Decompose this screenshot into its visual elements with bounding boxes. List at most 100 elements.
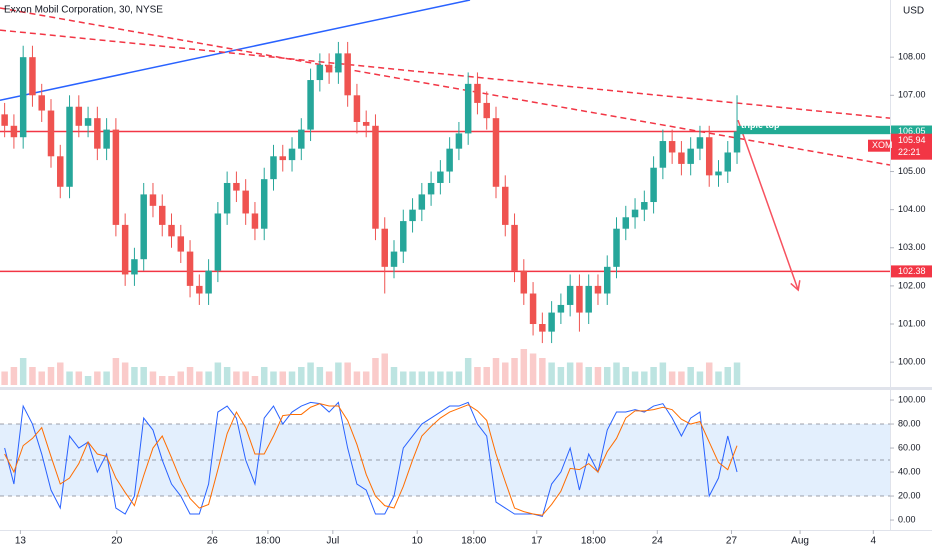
oscillator-line — [4, 401, 738, 518]
volume-bar — [474, 367, 481, 385]
candle-body — [57, 156, 64, 187]
candle-body — [659, 141, 667, 168]
volume-bar — [103, 371, 110, 385]
y-tick-label: 101.00 — [898, 318, 926, 328]
volume-bar — [483, 367, 490, 385]
volume-bar — [186, 367, 194, 385]
volume-bar — [446, 371, 453, 385]
volume-bar — [613, 362, 620, 385]
candle-body — [668, 141, 676, 153]
x-tick-label: 26 — [207, 536, 219, 547]
candle-body — [140, 194, 147, 260]
candle-body — [186, 251, 194, 286]
volume-bar — [75, 371, 83, 385]
volume-bar — [437, 371, 444, 385]
symbol-label: XOM — [872, 140, 893, 150]
volume-bar — [427, 371, 435, 385]
candle-body — [455, 133, 463, 149]
volume-bar — [84, 376, 92, 385]
candle-body — [270, 156, 277, 180]
candle-body — [66, 106, 73, 187]
volume-bar — [705, 362, 713, 385]
candle-body — [427, 182, 435, 195]
volume-bar — [733, 362, 741, 385]
candle-body — [168, 224, 175, 237]
volume-bar — [492, 358, 500, 385]
volume-bar — [177, 371, 185, 385]
price-label: 102.38 — [898, 266, 926, 276]
x-tick-label: 18:00 — [581, 536, 606, 547]
trendline — [0, 0, 471, 101]
candle-body — [548, 312, 555, 332]
candle-body — [307, 80, 314, 130]
candle-body — [29, 57, 36, 96]
volume-bar — [650, 367, 657, 385]
candle-body — [390, 251, 398, 267]
candle-body — [678, 152, 685, 164]
y-tick-label: 0.00 — [898, 514, 916, 524]
candle-body — [149, 194, 157, 206]
volume-bar — [57, 362, 64, 385]
volume-bar — [158, 376, 166, 385]
volume-bar — [140, 367, 147, 385]
candle-body — [158, 205, 166, 225]
candle-body — [724, 152, 732, 172]
x-tick-label: 20 — [111, 536, 123, 547]
volume-bar — [539, 358, 546, 385]
volume-bar — [205, 371, 212, 385]
volume-bar — [696, 371, 704, 385]
chart-title: Exxon Mobil Corporation, 30, NYSE — [4, 5, 163, 16]
candle-body — [483, 102, 490, 119]
volume-bar — [316, 367, 324, 385]
trendline — [0, 29, 891, 119]
candle-body — [316, 64, 324, 81]
candle-body — [103, 129, 110, 149]
volume-bar — [362, 371, 370, 385]
volume-bar — [1, 371, 8, 385]
candle-body — [233, 182, 240, 191]
volume-bar — [687, 367, 694, 385]
volume-bar — [29, 367, 36, 385]
volume-bar — [603, 367, 611, 385]
candle-body — [177, 236, 185, 252]
volume-bar — [260, 367, 268, 385]
currency-label: USD — [903, 6, 924, 17]
x-tick-label: 18:00 — [255, 536, 280, 547]
candle-body — [121, 224, 129, 275]
volume-bar — [418, 371, 426, 385]
candle-body — [260, 179, 268, 229]
volume-bar — [659, 362, 667, 385]
y-tick-label: 80.00 — [898, 418, 921, 428]
candle-body — [631, 209, 639, 218]
candle-body — [10, 125, 18, 138]
volume-bar — [631, 371, 639, 385]
x-tick-label: 10 — [412, 536, 424, 547]
candle-body — [733, 131, 741, 153]
candle-body — [242, 190, 249, 214]
candle-body — [381, 228, 388, 267]
candle-body — [696, 137, 704, 149]
candle-body — [641, 202, 648, 210]
volume-bar — [585, 367, 592, 385]
candle-body — [279, 156, 287, 161]
candle-body — [418, 194, 426, 210]
volume-bar — [335, 362, 342, 385]
candle-body — [362, 121, 370, 126]
volume-bar — [47, 367, 55, 385]
volume-bar — [196, 371, 203, 385]
volume-bar — [502, 362, 509, 385]
arrow-line — [737, 119, 799, 291]
x-tick-label: 24 — [652, 536, 664, 547]
volume-bar — [678, 371, 685, 385]
y-tick-label: 100.00 — [898, 357, 926, 367]
candle-body — [585, 285, 592, 313]
volume-bar — [566, 362, 574, 385]
countdown-label: 22:21 — [898, 147, 921, 157]
y-tick-label: 105.00 — [898, 166, 926, 176]
oscillator-line — [4, 403, 738, 516]
x-tick-label: Jul — [326, 536, 339, 547]
volume-bar — [251, 376, 259, 385]
